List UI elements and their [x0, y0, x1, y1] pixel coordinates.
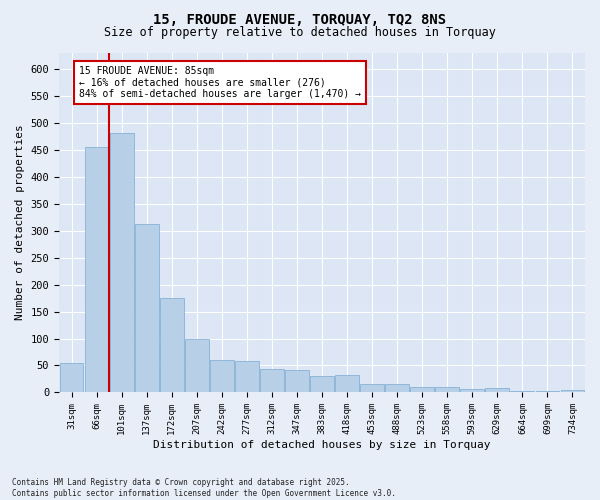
Text: 15, FROUDE AVENUE, TORQUAY, TQ2 8NS: 15, FROUDE AVENUE, TORQUAY, TQ2 8NS — [154, 12, 446, 26]
Bar — [135, 224, 158, 392]
Bar — [160, 298, 184, 392]
Bar — [285, 370, 309, 392]
Bar — [310, 376, 334, 392]
Bar — [185, 338, 209, 392]
Bar — [360, 384, 384, 392]
Text: Size of property relative to detached houses in Torquay: Size of property relative to detached ho… — [104, 26, 496, 39]
Bar — [410, 387, 434, 392]
Y-axis label: Number of detached properties: Number of detached properties — [15, 124, 25, 320]
Bar — [210, 360, 234, 392]
Text: 15 FROUDE AVENUE: 85sqm
← 16% of detached houses are smaller (276)
84% of semi-d: 15 FROUDE AVENUE: 85sqm ← 16% of detache… — [79, 66, 361, 99]
Bar — [385, 384, 409, 392]
Bar — [110, 134, 134, 392]
Bar — [485, 388, 509, 392]
Bar — [436, 387, 459, 392]
Bar — [460, 388, 484, 392]
X-axis label: Distribution of detached houses by size in Torquay: Distribution of detached houses by size … — [153, 440, 491, 450]
Bar — [511, 391, 534, 392]
Bar — [85, 147, 109, 392]
Bar — [59, 363, 83, 392]
Bar — [335, 375, 359, 392]
Bar — [235, 361, 259, 392]
Bar — [260, 370, 284, 392]
Bar — [560, 390, 584, 392]
Text: Contains HM Land Registry data © Crown copyright and database right 2025.
Contai: Contains HM Land Registry data © Crown c… — [12, 478, 396, 498]
